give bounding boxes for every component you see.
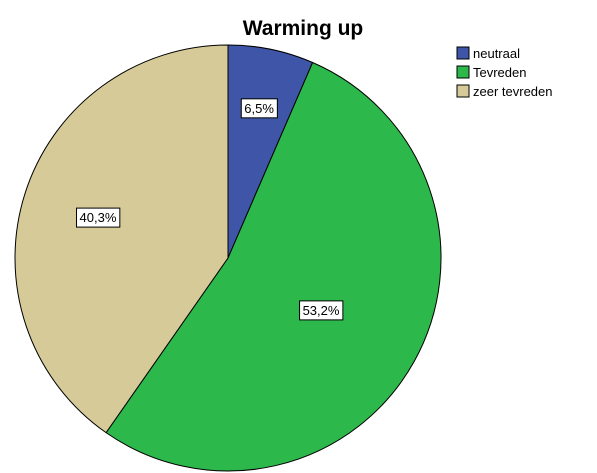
chart-title: Warming up: [243, 17, 364, 40]
slice-label-box: [240, 98, 278, 119]
slice-label-box: [76, 207, 121, 228]
pie-slices: [14, 44, 442, 472]
slice-label: 53,2%: [299, 300, 344, 321]
slice-label: 40,3%: [76, 207, 121, 228]
pie-slice-tevreden: [105, 61, 442, 472]
legend-entry: neutraal: [473, 46, 520, 61]
slice-label-text: 40,3%: [80, 210, 117, 225]
legend-swatch: [456, 46, 470, 60]
slice-label-text: 6,5%: [244, 101, 274, 116]
slice-label: 6,5%: [240, 98, 278, 119]
legend-entry: zeer tevreden: [473, 84, 553, 99]
legend: neutraal Tevreden zeer tevreden: [456, 46, 553, 99]
legend-swatch: [456, 65, 470, 79]
pie-slice-zeer-tevreden: [14, 44, 229, 434]
slice-label-box: [299, 300, 344, 321]
slice-labels: 6,5% 53,2% 40,3%: [76, 98, 344, 321]
slice-label-text: 53,2%: [303, 303, 340, 318]
legend-entry: Tevreden: [473, 65, 526, 80]
legend-swatch: [456, 84, 470, 98]
